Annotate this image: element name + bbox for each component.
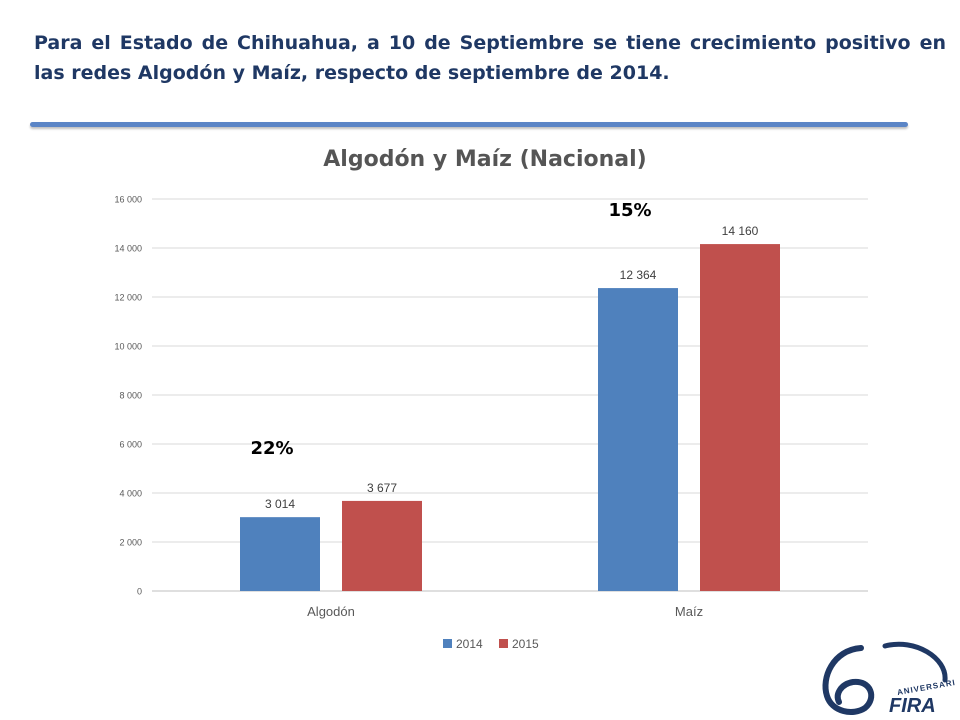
y-tick-label: 6 000 xyxy=(119,440,142,450)
chart-title: Algodón y Maíz (Nacional) xyxy=(323,147,647,172)
logo-caption: ANIVERSARIO xyxy=(896,677,955,697)
y-tick-label: 12 000 xyxy=(114,293,142,303)
legend-swatch-2014 xyxy=(443,639,452,648)
y-tick-label: 2 000 xyxy=(119,538,142,548)
bar-2014 xyxy=(240,517,320,591)
y-tick-label: 16 000 xyxy=(114,195,142,205)
y-tick-label: 14 000 xyxy=(114,244,142,254)
y-tick-label: 4 000 xyxy=(119,489,142,499)
slide-title: Para el Estado de Chihuahua, a 10 de Sep… xyxy=(34,32,946,84)
title-divider xyxy=(30,122,908,127)
legend-label: 2014 xyxy=(456,637,483,651)
data-label: 3 677 xyxy=(367,481,397,495)
data-label: 14 160 xyxy=(722,224,759,238)
growth-annotation: 15% xyxy=(608,200,651,221)
legend-label: 2015 xyxy=(512,637,539,651)
legend-swatch-2015 xyxy=(499,639,508,648)
data-label: 12 364 xyxy=(620,268,657,282)
data-label: 3 014 xyxy=(265,497,295,511)
fira-60-aniversario-logo: ANIVERSARIO FIRA xyxy=(822,641,955,717)
x-tick-label: Algodón xyxy=(307,604,355,619)
y-tick-label: 8 000 xyxy=(119,391,142,401)
x-tick-label: Maíz xyxy=(675,604,703,619)
logo-brand: FIRA xyxy=(889,695,936,717)
growth-annotation: 22% xyxy=(250,438,293,459)
y-tick-label: 10 000 xyxy=(114,342,142,352)
bar-2014 xyxy=(598,288,678,591)
y-tick-label: 0 xyxy=(137,587,142,597)
bar-2015 xyxy=(700,244,780,591)
bar-2015 xyxy=(342,500,422,591)
